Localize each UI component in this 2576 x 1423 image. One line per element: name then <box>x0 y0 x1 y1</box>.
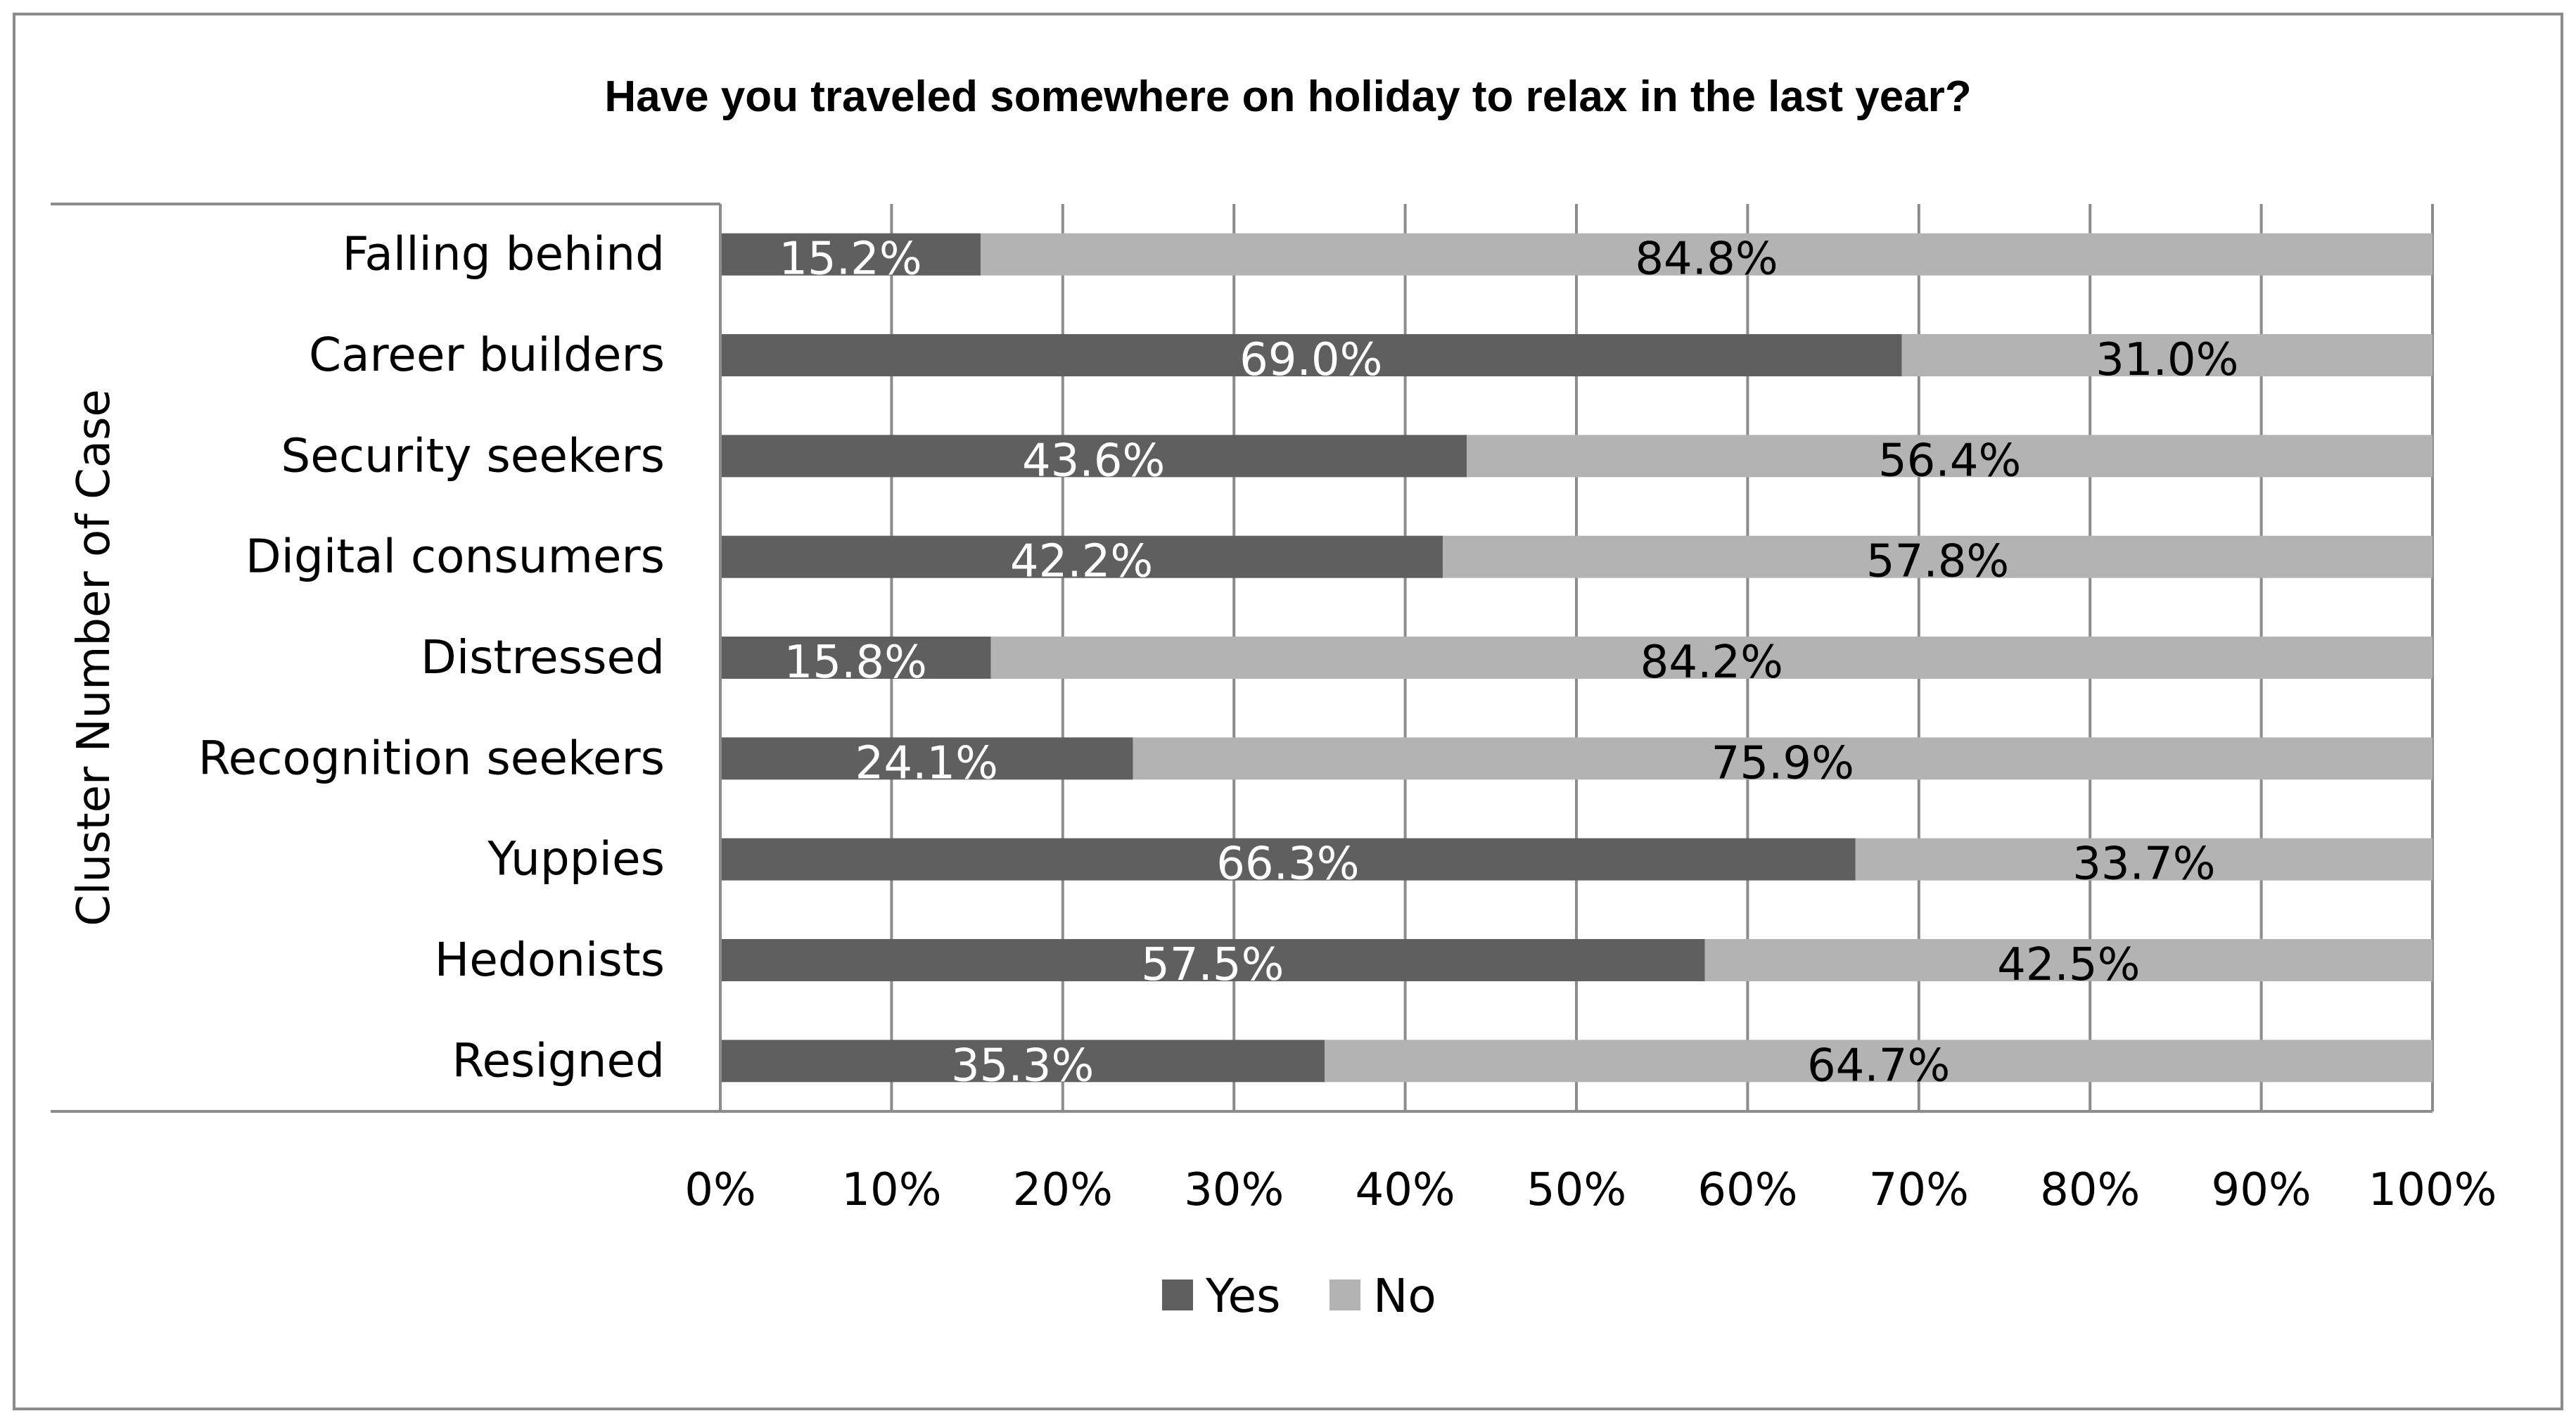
category-label: Hedonists <box>435 933 665 987</box>
x-tick-label: 50% <box>1526 1164 1626 1216</box>
data-label: 42.2% <box>1010 536 1153 588</box>
data-label: 56.4% <box>1878 435 2021 487</box>
category-label: Career builders <box>309 328 665 382</box>
bar-no <box>1704 939 2432 981</box>
bar-yes <box>720 435 1467 478</box>
bar-yes <box>720 233 981 276</box>
chart-border <box>13 13 2563 1410</box>
bar-yes <box>720 1040 1325 1083</box>
data-label: 57.8% <box>1866 536 2009 588</box>
data-label: 64.7% <box>1807 1040 1950 1092</box>
data-label: 66.3% <box>1216 838 1359 891</box>
x-tick-label: 80% <box>2040 1164 2140 1216</box>
bar-no <box>1855 838 2432 881</box>
legend-swatch-yes <box>1162 1280 1193 1310</box>
data-labels: 15.2% 84.8% 69.0% 31.0% 43.6% 56.4% 42.2% 57.8%… <box>779 234 2238 1092</box>
x-tick-label: 60% <box>1697 1164 1797 1216</box>
data-label: 43.6% <box>1022 435 1165 487</box>
bar-yes <box>720 535 1443 578</box>
axes <box>51 203 2432 1113</box>
chart-title: Have you traveled somewhere on holiday t… <box>604 72 1971 121</box>
category-label: Recognition seekers <box>198 731 665 785</box>
x-tick-label: 70% <box>1869 1164 1969 1216</box>
bar-no <box>990 637 2432 679</box>
data-label: 84.2% <box>1640 637 1783 689</box>
data-label: 75.9% <box>1711 737 1854 789</box>
bar-no <box>1901 334 2432 376</box>
data-label: 33.7% <box>2072 838 2215 891</box>
bar-yes <box>720 737 1133 780</box>
x-tick-label: 10% <box>841 1164 941 1216</box>
bar-yes <box>720 334 1902 376</box>
category-label: Digital consumers <box>246 530 665 584</box>
bar-no <box>1443 535 2432 578</box>
bar-no <box>1467 435 2432 478</box>
legend-label-no: No <box>1373 1269 1436 1323</box>
legend-label-yes: Yes <box>1205 1269 1281 1323</box>
data-label: 15.2% <box>779 234 922 286</box>
data-label: 15.8% <box>784 637 927 689</box>
x-tick-label: 20% <box>1013 1164 1113 1216</box>
x-tick-label: 100% <box>2368 1164 2497 1216</box>
category-labels: Falling behind Career builders Security se… <box>198 227 665 1088</box>
data-label: 35.3% <box>951 1040 1094 1092</box>
bar-yes <box>720 637 991 679</box>
data-label: 84.8% <box>1635 234 1778 286</box>
category-label: Falling behind <box>343 227 665 281</box>
x-tick-label: 0% <box>684 1164 756 1216</box>
bar-yes <box>720 838 1856 881</box>
bar-yes <box>720 939 1705 981</box>
bar-no <box>1325 1040 2432 1083</box>
x-tick-label: 30% <box>1184 1164 1284 1216</box>
category-label: Security seekers <box>281 428 665 483</box>
bar-no <box>980 233 2432 276</box>
data-label: 31.0% <box>2096 334 2238 386</box>
bar-no <box>1133 737 2432 780</box>
x-tick-label: 90% <box>2211 1164 2311 1216</box>
x-tick-labels: 0% 10% 20% 30% 40% 50% 60% 70% 80% 90% 100% <box>684 1164 2497 1216</box>
category-label: Resigned <box>452 1033 665 1087</box>
legend-swatch-no <box>1330 1280 1360 1310</box>
category-label: Distressed <box>421 630 665 684</box>
data-label: 42.5% <box>1997 939 2140 991</box>
legend: Yes No <box>1162 1269 1436 1323</box>
data-label: 24.1% <box>855 737 998 789</box>
bars <box>720 233 2432 1083</box>
category-label: Yuppies <box>487 832 665 886</box>
data-label: 69.0% <box>1239 334 1382 386</box>
data-label: 57.5% <box>1141 939 1284 991</box>
x-tick-label: 40% <box>1355 1164 1455 1216</box>
y-axis-title: Cluster Number of Case <box>68 389 120 926</box>
